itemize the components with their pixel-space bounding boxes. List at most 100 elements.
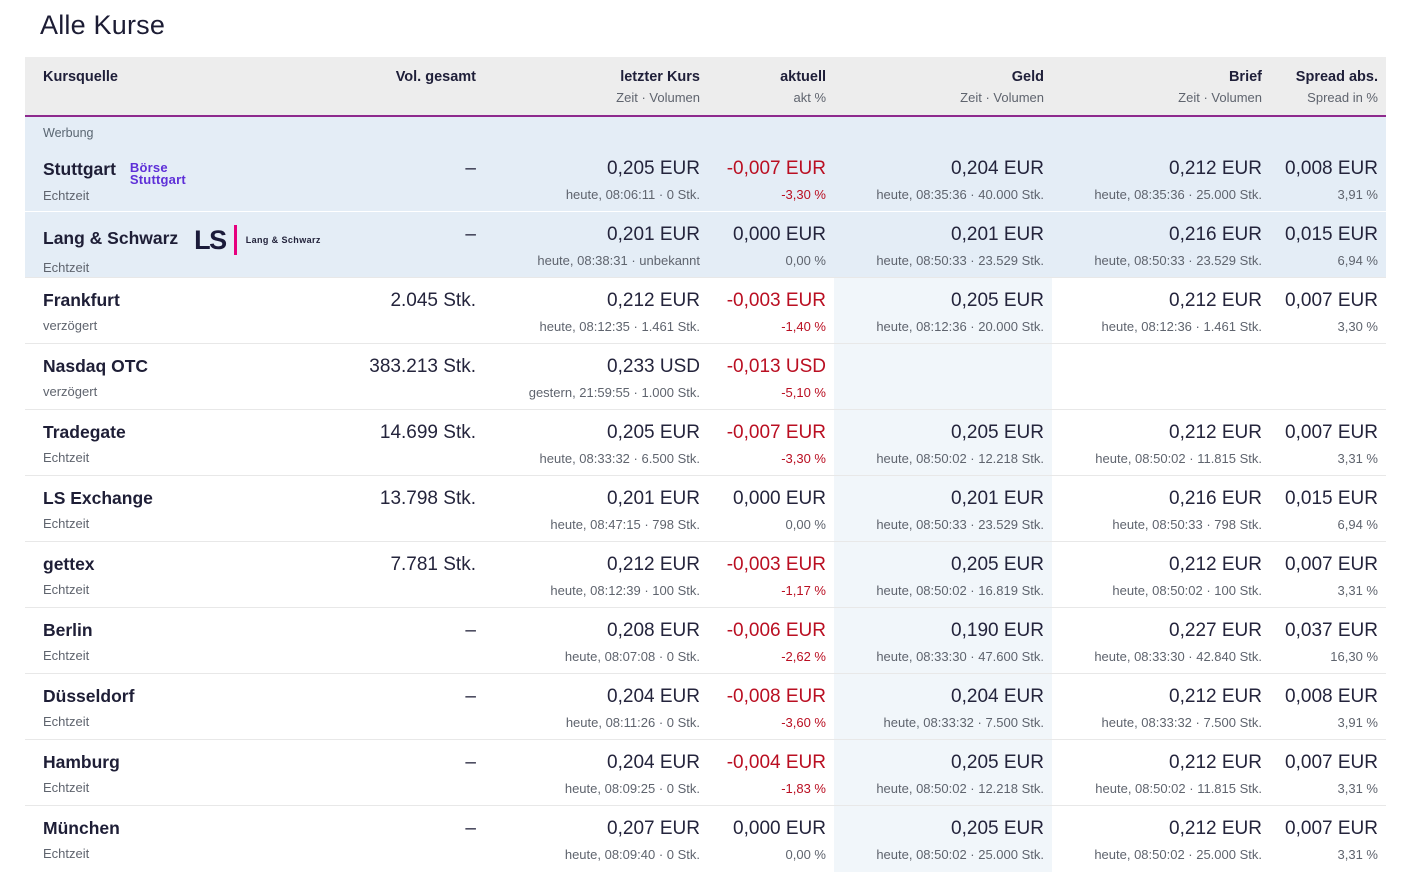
table-row[interactable]: Nasdaq OTC verzögert 383.213 Stk. 0,233 …: [25, 343, 1386, 410]
brief-value: 0,212 EUR: [1169, 686, 1262, 707]
letzter-kurs-time-volume: heute, 08:06:11 · 0 Stk.: [565, 187, 700, 202]
table-row[interactable]: Berlin Echtzeit – 0,208 EUR heute, 08:07…: [25, 607, 1386, 674]
exchange-name-link[interactable]: gettex: [43, 554, 95, 574]
vol-gesamt-value: –: [465, 158, 476, 179]
aktuell-change-percent: 0,00 %: [785, 517, 826, 532]
column-label: Geld: [1011, 69, 1044, 85]
column-header-kursquelle: Kursquelle: [25, 57, 345, 117]
column-sublabel: Zeit · Volumen: [616, 90, 700, 105]
spread-abs-value: 0,008 EUR: [1285, 686, 1378, 707]
brief-value: 0,212 EUR: [1169, 422, 1262, 443]
brief-value: 0,227 EUR: [1169, 620, 1262, 641]
spread-percent: 3,31 %: [1337, 847, 1378, 862]
geld-time-volume: heute, 08:50:02 · 12.218 Stk.: [876, 451, 1044, 466]
column-label: letzter Kurs: [620, 69, 700, 85]
vol-gesamt-value: 383.213 Stk.: [369, 356, 476, 377]
ad-section-label-row: Werbung: [25, 116, 1386, 146]
letzter-kurs-time-volume: heute, 08:09:25 · 0 Stk.: [564, 781, 700, 796]
geld-time-volume: heute, 08:50:33 · 23.529 Stk.: [876, 253, 1044, 268]
table-row[interactable]: Frankfurt verzögert 2.045 Stk. 0,212 EUR…: [25, 277, 1386, 344]
spread-abs-value: 0,008 EUR: [1285, 158, 1378, 179]
letzter-kurs-time-volume: heute, 08:07:08 · 0 Stk.: [564, 649, 700, 664]
exchange-name-link[interactable]: Tradegate: [43, 422, 126, 442]
brief-time-volume: heute, 08:50:02 · 25.000 Stk.: [1094, 847, 1262, 862]
aktuell-change-percent: 0,00 %: [785, 847, 826, 862]
aktuell-change-value: -0,007 EUR: [726, 158, 826, 179]
quote-quality-label: verzögert: [43, 384, 98, 399]
aktuell-change-value: -0,007 EUR: [726, 422, 826, 443]
table-row[interactable]: Hamburg Echtzeit – 0,204 EUR heute, 08:0…: [25, 739, 1386, 806]
quote-quality-label: Echtzeit: [43, 450, 90, 465]
spread-percent: 3,91 %: [1337, 715, 1378, 730]
quote-quality-label: Echtzeit: [43, 714, 90, 729]
brief-time-volume: heute, 08:50:02 · 11.815 Stk.: [1095, 451, 1262, 466]
letzter-kurs-value: 0,233 USD: [607, 356, 700, 377]
table-row[interactable]: LS Exchange Echtzeit 13.798 Stk. 0,201 E…: [25, 475, 1386, 542]
exchange-name-link[interactable]: LS Exchange: [43, 488, 153, 508]
vol-gesamt-value: –: [465, 224, 476, 245]
aktuell-change-percent: -2,62 %: [781, 649, 826, 664]
brief-value: 0,212 EUR: [1169, 158, 1262, 179]
quote-quality-label: verzögert: [43, 318, 98, 333]
letzter-kurs-value: 0,205 EUR: [607, 158, 700, 179]
lang-schwarz-logo-bar: [233, 225, 237, 255]
aktuell-change-percent: -1,83 %: [781, 781, 826, 796]
exchange-name-link[interactable]: Hamburg: [43, 752, 120, 772]
boerse-stuttgart-logo-line1: Börse: [129, 160, 168, 175]
geld-value: 0,204 EUR: [951, 686, 1044, 707]
brief-value: 0,212 EUR: [1169, 290, 1262, 311]
column-label: Brief: [1228, 69, 1262, 85]
column-header-letzter-kurs: letzter Kurs Zeit · Volumen: [484, 57, 708, 117]
vol-gesamt-value: –: [465, 620, 476, 641]
column-sublabel: [353, 90, 476, 105]
table-row[interactable]: gettex Echtzeit 7.781 Stk. 0,212 EUR heu…: [25, 541, 1386, 608]
aktuell-change-percent: -3,60 %: [781, 715, 826, 730]
aktuell-change-percent: 0,00 %: [785, 253, 826, 268]
letzter-kurs-value: 0,201 EUR: [607, 488, 700, 509]
brief-time-volume: heute, 08:50:33 · 23.529 Stk.: [1094, 253, 1262, 268]
spread-percent: 3,31 %: [1337, 781, 1378, 796]
column-header-aktuell: aktuell akt %: [708, 57, 834, 117]
column-sublabel: [43, 90, 337, 105]
spread-percent: 6,94 %: [1337, 253, 1378, 268]
vol-gesamt-value: 7.781 Stk.: [390, 554, 476, 575]
brief-value: 0,212 EUR: [1169, 818, 1262, 839]
column-sublabel: Zeit · Volumen: [960, 90, 1044, 105]
column-header-geld: Geld Zeit · Volumen: [834, 57, 1052, 117]
aktuell-change-value: 0,000 EUR: [733, 818, 826, 839]
geld-value: 0,201 EUR: [951, 488, 1044, 509]
spread-abs-value: 0,015 EUR: [1285, 224, 1378, 245]
boerse-stuttgart-logo-line2: Stuttgart: [129, 172, 186, 187]
column-header-brief: Brief Zeit · Volumen: [1052, 57, 1270, 117]
exchange-name-link[interactable]: Lang & Schwarz: [43, 228, 179, 248]
aktuell-change-percent: -1,17 %: [781, 583, 826, 598]
aktuell-change-value: -0,006 EUR: [726, 620, 826, 641]
table-row[interactable]: Lang & Schwarz LS Lang & Schwarz Echtzei…: [25, 211, 1386, 278]
aktuell-change-value: -0,004 EUR: [726, 752, 826, 773]
table-header: Kursquelle Vol. gesamt letzter Kurs Zeit…: [25, 57, 1386, 117]
aktuell-change-percent: -5,10 %: [781, 385, 826, 400]
exchange-name-link[interactable]: München: [43, 818, 120, 838]
table-row[interactable]: München Echtzeit – 0,207 EUR heute, 08:0…: [25, 805, 1386, 872]
spread-abs-value: 0,007 EUR: [1285, 752, 1378, 773]
column-sublabel: Spread in %: [1307, 90, 1378, 105]
letzter-kurs-value: 0,212 EUR: [607, 290, 700, 311]
spread-percent: 3,31 %: [1337, 451, 1378, 466]
exchange-name-link[interactable]: Düsseldorf: [43, 686, 135, 706]
table-row[interactable]: Tradegate Echtzeit 14.699 Stk. 0,205 EUR…: [25, 409, 1386, 476]
exchange-name-link[interactable]: Stuttgart: [43, 159, 116, 179]
letzter-kurs-time-volume: heute, 08:12:39 · 100 Stk.: [550, 583, 700, 598]
letzter-kurs-value: 0,201 EUR: [607, 224, 700, 245]
exchange-name-link[interactable]: Berlin: [43, 620, 93, 640]
table-row[interactable]: Düsseldorf Echtzeit – 0,204 EUR heute, 0…: [25, 673, 1386, 740]
vol-gesamt-value: 2.045 Stk.: [390, 290, 476, 311]
letzter-kurs-value: 0,204 EUR: [607, 686, 700, 707]
spread-abs-value: 0,007 EUR: [1285, 818, 1378, 839]
table-row[interactable]: Stuttgart Börse Stuttgart Echtzeit – 0,2…: [25, 145, 1386, 212]
exchange-name-link[interactable]: Frankfurt: [43, 290, 120, 310]
geld-time-volume: heute, 08:50:02 · 16.819 Stk.: [876, 583, 1044, 598]
aktuell-change-value: -0,003 EUR: [726, 290, 826, 311]
page-title: Alle Kurse: [40, 10, 166, 40]
geld-value: 0,205 EUR: [951, 290, 1044, 311]
exchange-name-link[interactable]: Nasdaq OTC: [43, 356, 149, 376]
